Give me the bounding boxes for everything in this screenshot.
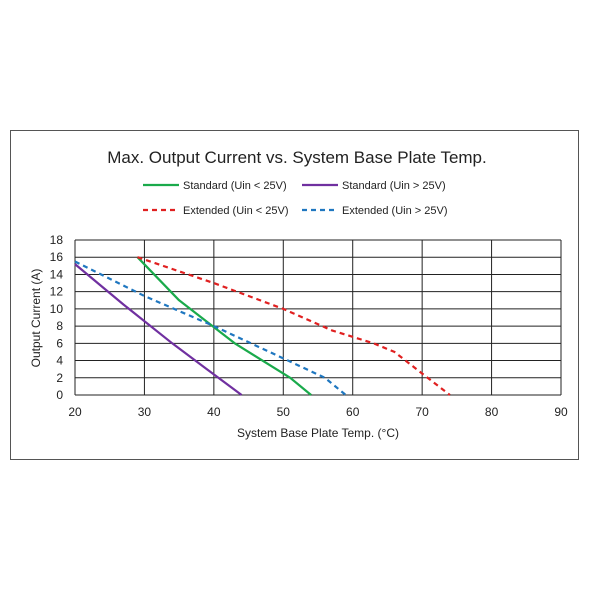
x-tick-label: 40 <box>207 405 221 419</box>
series-line-1 <box>136 256 312 396</box>
x-axis-label: System Base Plate Temp. (°C) <box>237 426 399 440</box>
y-tick-label: 6 <box>56 336 63 350</box>
x-tick-label: 80 <box>485 405 499 419</box>
legend-label-1: Standard (Uin < 25V) <box>183 180 287 192</box>
y-tick-label: 12 <box>50 285 64 299</box>
series-line-3 <box>137 256 451 396</box>
y-tick-label: 8 <box>56 319 63 333</box>
legend-label-4: Extended (Uin > 25V) <box>342 205 447 217</box>
y-tick-label: 10 <box>50 302 64 316</box>
series-layer <box>74 256 451 396</box>
y-tick-label: 0 <box>56 388 63 402</box>
y-axis-ticks: 0 2 4 6 8 10 12 14 16 18 <box>50 233 64 402</box>
y-tick-label: 14 <box>50 267 64 281</box>
y-tick-label: 16 <box>50 250 64 264</box>
chart-frame <box>10 130 579 460</box>
chart-title: Max. Output Current vs. System Base Plat… <box>107 148 487 167</box>
y-tick-label: 2 <box>56 371 63 385</box>
x-tick-label: 90 <box>554 405 568 419</box>
series-line-2 <box>74 263 243 396</box>
x-tick-label: 20 <box>68 405 82 419</box>
legend-label-3: Extended (Uin < 25V) <box>183 205 288 217</box>
x-tick-label: 70 <box>415 405 429 419</box>
x-tick-label: 30 <box>138 405 152 419</box>
x-tick-label: 60 <box>346 405 360 419</box>
legend-label-2: Standard (Uin > 25V) <box>342 180 446 192</box>
plot-grid <box>74 239 562 396</box>
series-line-4 <box>74 260 347 396</box>
legend: Standard (Uin < 25V) Standard (Uin > 25V)… <box>143 180 447 217</box>
y-axis-label: Output Current (A) <box>29 269 43 368</box>
y-tick-label: 4 <box>56 354 63 368</box>
y-tick-label: 18 <box>50 233 64 247</box>
x-axis-ticks: 20 30 40 50 60 70 80 90 <box>68 405 568 419</box>
x-tick-label: 50 <box>277 405 291 419</box>
